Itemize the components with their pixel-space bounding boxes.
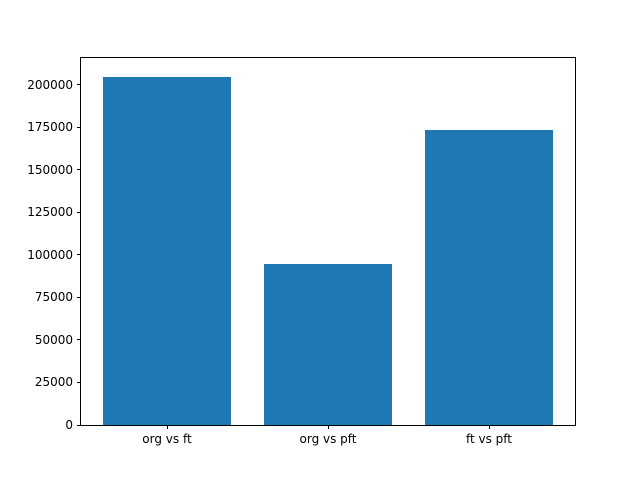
bar-org-vs-ft [103,77,231,425]
y-tick-mark [77,424,81,426]
y-tick-label: 100000 [27,247,73,262]
bar-org-vs-pft [264,263,392,425]
y-tick-label: 50000 [34,332,73,347]
y-tick-label: 175000 [27,120,73,135]
bar-ft-vs-pft [425,130,553,425]
y-tick-mark [77,296,81,298]
x-tick-mark [488,425,490,429]
y-tick-label: 75000 [34,290,73,305]
y-tick-label: 25000 [34,375,73,390]
x-tick-label: org vs pft [299,432,357,446]
y-tick-mark [77,381,81,383]
y-tick-label: 150000 [27,162,73,177]
x-tick-label: ft vs pft [465,432,513,446]
x-tick-mark [327,425,329,429]
y-tick-label: 0 [65,418,73,432]
y-tick-mark [77,211,81,213]
plot-area: 0 25000 50000 75000 100000 125000 150000 175000… [27,57,576,446]
y-tick-label: 200000 [27,77,73,92]
y-tick-mark [77,84,81,86]
x-tick-mark [166,425,168,429]
y-tick-mark [77,254,81,256]
y-tick-mark [77,339,81,341]
x-tick-label: org vs ft [142,432,192,446]
y-tick-mark [77,126,81,128]
y-tick-mark [77,169,81,171]
y-tick-label: 125000 [27,205,73,220]
